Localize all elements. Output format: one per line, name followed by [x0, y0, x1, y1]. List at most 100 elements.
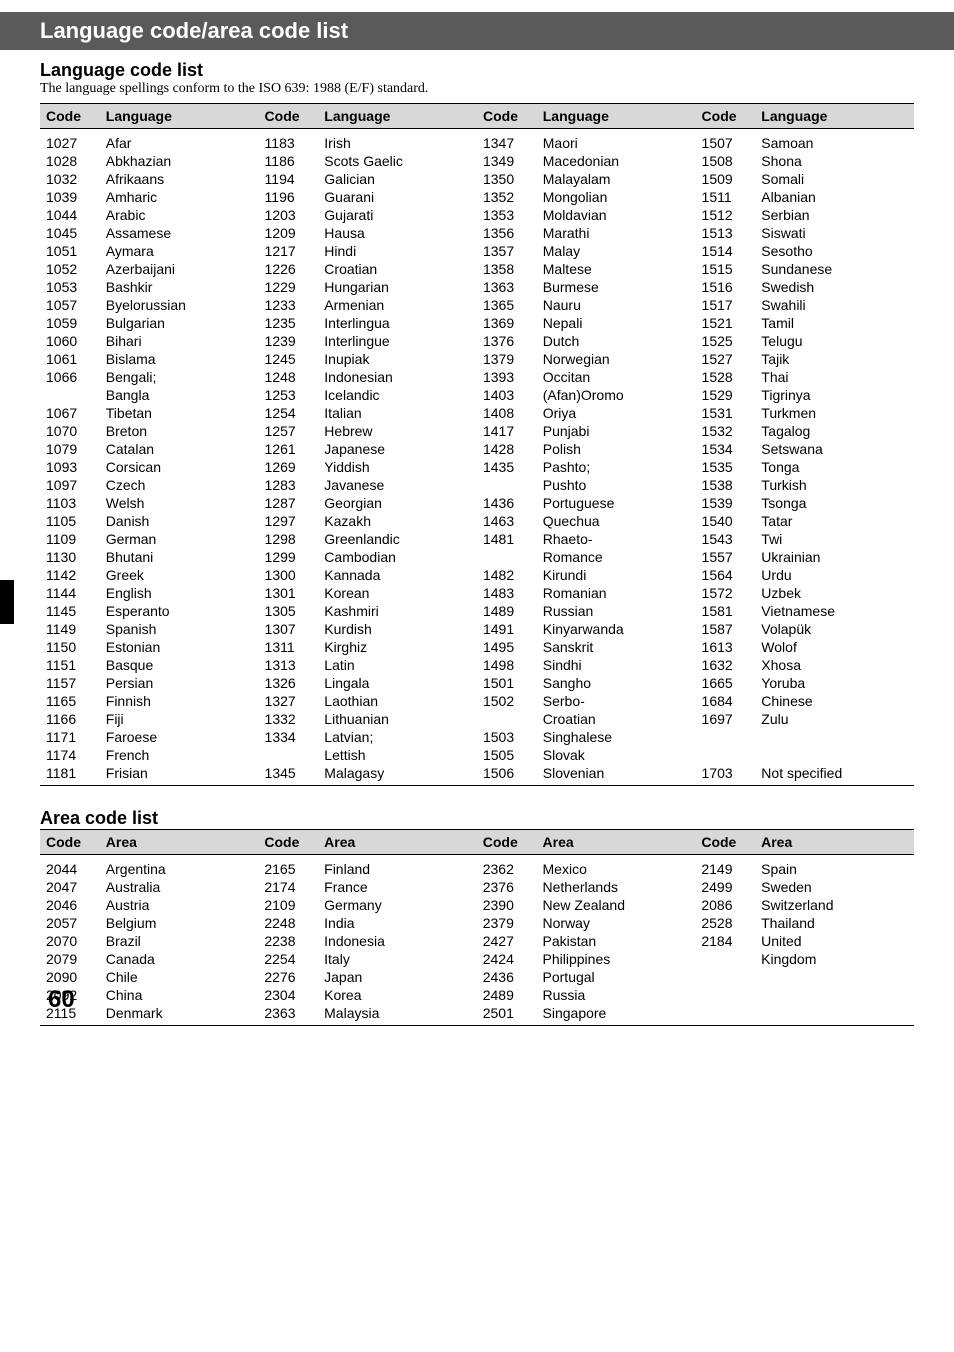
lang-cell: Faroese [100, 728, 259, 746]
lang-cell: 1332 [259, 710, 319, 728]
lang-cell: Kannada [318, 566, 477, 584]
lang-cell: Twi [755, 530, 914, 548]
area-cell: Korea [318, 986, 477, 1004]
area-cell: 2424 [477, 950, 537, 968]
lang-cell: 1491 [477, 620, 537, 638]
area-cell: 2362 [477, 855, 537, 879]
lang-cell: 1183 [259, 129, 319, 153]
lang-cell: Mongolian [537, 188, 696, 206]
lang-cell: Tamil [755, 314, 914, 332]
lang-cell: 1613 [696, 638, 756, 656]
lang-cell: 1532 [696, 422, 756, 440]
lang-cell: 1039 [40, 188, 100, 206]
lang-cell: 1186 [259, 152, 319, 170]
lang-row: 1165Finnish1327Laothian1502Serbo-1684Chi… [40, 692, 914, 710]
lang-cell: Malagasy [318, 764, 477, 786]
lang-cell: 1363 [477, 278, 537, 296]
lang-cell: 1436 [477, 494, 537, 512]
area-cell [755, 986, 914, 1004]
lang-row: 1052Azerbaijani1226Croatian1358Maltese15… [40, 260, 914, 278]
lang-cell: 1417 [477, 422, 537, 440]
lang-cell: 1539 [696, 494, 756, 512]
lang-cell: 1435 [477, 458, 537, 476]
lang-cell: 1093 [40, 458, 100, 476]
lang-cell: 1365 [477, 296, 537, 314]
lang-cell: 1350 [477, 170, 537, 188]
area-cell: 2057 [40, 914, 100, 932]
lang-cell: Japanese [318, 440, 477, 458]
lang-cell: Malay [537, 242, 696, 260]
lang-cell: Tagalog [755, 422, 914, 440]
area-row: 2046Austria2109Germany2390New Zealand208… [40, 896, 914, 914]
lang-row: 1061Bislama1245Inupiak1379Norwegian1527T… [40, 350, 914, 368]
lang-cell: Vietnamese [755, 602, 914, 620]
lang-cell: 1051 [40, 242, 100, 260]
lang-cell: Burmese [537, 278, 696, 296]
lang-cell: 1311 [259, 638, 319, 656]
lang-cell: 1226 [259, 260, 319, 278]
lang-cell: Ukrainian [755, 548, 914, 566]
lang-cell: Pashto; [537, 458, 696, 476]
lang-cell: Bulgarian [100, 314, 259, 332]
lang-cell: 1032 [40, 170, 100, 188]
lang-cell: 1171 [40, 728, 100, 746]
lang-cell: 1572 [696, 584, 756, 602]
lang-cell: Afar [100, 129, 259, 153]
lang-cell: 1130 [40, 548, 100, 566]
lang-cell: 1697 [696, 710, 756, 728]
lang-cell: Rhaeto- [537, 530, 696, 548]
lang-row: 1057Byelorussian1233Armenian1365Nauru151… [40, 296, 914, 314]
lang-row: 1130Bhutani1299CambodianRomance1557Ukrai… [40, 548, 914, 566]
lang-cell: 1495 [477, 638, 537, 656]
area-cell [755, 1004, 914, 1026]
lang-cell: Volapük [755, 620, 914, 638]
lang-cell: Yoruba [755, 674, 914, 692]
area-cell: 2501 [477, 1004, 537, 1026]
area-cell: 2070 [40, 932, 100, 950]
lang-cell: 1174 [40, 746, 100, 764]
lang-cell: Armenian [318, 296, 477, 314]
lang-cell: Estonian [100, 638, 259, 656]
lang-row: 1149Spanish1307Kurdish1491Kinyarwanda158… [40, 620, 914, 638]
lang-cell: Kirundi [537, 566, 696, 584]
lang-row: 1044Arabic1203Gujarati1353Moldavian1512S… [40, 206, 914, 224]
area-cell: 2086 [695, 896, 755, 914]
lang-row: 1157Persian1326Lingala1501Sangho1665Yoru… [40, 674, 914, 692]
lang-cell [477, 548, 537, 566]
lang-cell: 1632 [696, 656, 756, 674]
lang-cell [755, 746, 914, 764]
lang-cell: Nauru [537, 296, 696, 314]
lang-cell: Indonesian [318, 368, 477, 386]
lang-cell: Somali [755, 170, 914, 188]
lang-cell: Hausa [318, 224, 477, 242]
lang-cell: Kazakh [318, 512, 477, 530]
lang-row: 1171Faroese1334Latvian;1503Singhalese [40, 728, 914, 746]
lang-cell: Tatar [755, 512, 914, 530]
area-cell: 2499 [695, 878, 755, 896]
area-cell: Pakistan [537, 932, 696, 950]
lang-cell [696, 746, 756, 764]
lang-cell: 1150 [40, 638, 100, 656]
lang-cell: Persian [100, 674, 259, 692]
lang-cell: Aymara [100, 242, 259, 260]
lang-cell: Sanskrit [537, 638, 696, 656]
lang-header: Code [40, 104, 100, 129]
lang-cell: 1508 [696, 152, 756, 170]
lang-cell: Irish [318, 129, 477, 153]
lang-cell: 1534 [696, 440, 756, 458]
lang-cell: Romance [537, 548, 696, 566]
lang-cell: 1300 [259, 566, 319, 584]
lang-cell: Uzbek [755, 584, 914, 602]
area-cell: 2184 [695, 932, 755, 950]
lang-cell: 1307 [259, 620, 319, 638]
lang-cell [477, 476, 537, 494]
area-cell: Kingdom [755, 950, 914, 968]
lang-cell: Galician [318, 170, 477, 188]
lang-cell: 1326 [259, 674, 319, 692]
lang-cell: 1079 [40, 440, 100, 458]
lang-cell: 1357 [477, 242, 537, 260]
lang-cell: Maltese [537, 260, 696, 278]
lang-cell: Quechua [537, 512, 696, 530]
lang-cell: Catalan [100, 440, 259, 458]
lang-cell: French [100, 746, 259, 764]
